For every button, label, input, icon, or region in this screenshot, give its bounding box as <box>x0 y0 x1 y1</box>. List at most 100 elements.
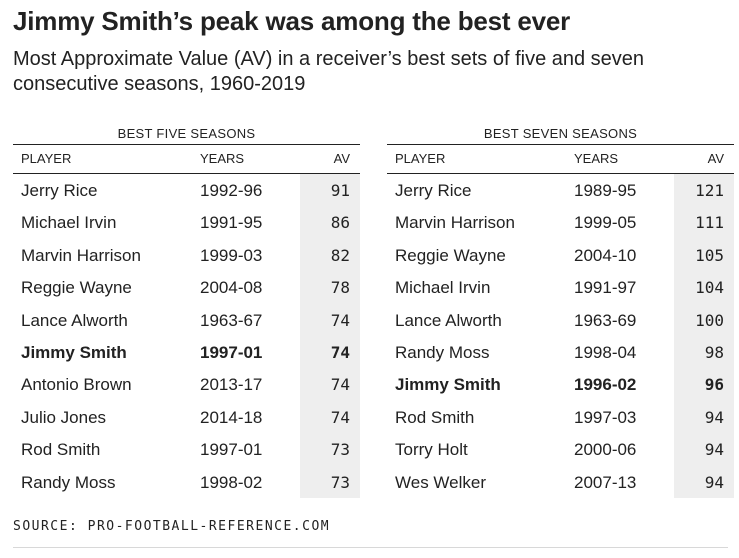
years-cell: 1998-02 <box>200 472 263 492</box>
years-cell: 1997-03 <box>574 407 637 427</box>
table-title: BEST FIVE SEASONS <box>117 126 256 141</box>
years-cell: 1996-02 <box>574 375 637 395</box>
table-row: Rod Smith 1997-03 94 <box>387 400 734 434</box>
years-cell: 1998-04 <box>574 342 637 362</box>
av-cell-background <box>300 271 360 304</box>
table-row: Michael Irvin 1991-97 104 <box>387 271 734 304</box>
player-cell: Jerry Rice <box>395 181 472 200</box>
years-cell: 1989-95 <box>574 181 637 200</box>
av-cell-background <box>300 303 360 336</box>
player-cell: Michael Irvin <box>21 213 117 233</box>
header-av: AV <box>707 151 724 166</box>
av-cell: 105 <box>695 245 724 265</box>
av-cell-background <box>674 174 734 207</box>
table-row: Jerry Rice 1992-96 91 <box>13 174 360 207</box>
table-title: BEST SEVEN SEASONS <box>483 126 638 141</box>
table-row: Randy Moss 1998-04 98 <box>387 335 734 369</box>
player-cell: Torry Holt <box>395 440 468 460</box>
av-cell-background <box>674 238 734 272</box>
chart-subtitle: Most Approximate Value (AV) in a receive… <box>13 48 645 95</box>
years-cell: 1963-67 <box>200 310 263 330</box>
table-row: Julio Jones 2014-18 74 <box>13 400 360 434</box>
table-row: Michael Irvin 1991-95 86 <box>13 206 360 239</box>
av-cell: 98 <box>704 342 724 362</box>
av-cell: 96 <box>704 375 724 395</box>
header-years: YEARS <box>200 151 245 166</box>
av-cell: 121 <box>695 181 724 200</box>
av-cell: 74 <box>330 375 350 395</box>
av-cell-background <box>300 238 360 272</box>
years-cell: 1999-05 <box>574 213 637 233</box>
years-cell: 1992-96 <box>200 181 263 200</box>
table-body: Jerry Rice 1989-95 121 Marvin Harrison 1999-… <box>387 174 734 498</box>
player-cell: Michael Irvin <box>395 278 491 298</box>
years-cell: 2013-17 <box>200 375 263 395</box>
table-row: Jerry Rice 1989-95 121 <box>387 174 734 207</box>
player-cell: Rod Smith <box>21 440 101 460</box>
av-cell: 111 <box>695 213 724 233</box>
av-cell-background <box>674 271 734 304</box>
av-cell-background <box>300 335 360 369</box>
table-row: Antonio Brown 2013-17 74 <box>13 368 360 401</box>
player-cell: Marvin Harrison <box>21 245 141 265</box>
bottom-divider <box>13 547 728 548</box>
av-cell-background <box>674 368 734 401</box>
av-cell-background <box>674 465 734 498</box>
av-cell: 78 <box>330 278 350 298</box>
table-row: Rod Smith 1997-01 73 <box>13 433 360 466</box>
player-cell: Wes Welker <box>395 472 487 492</box>
years-cell: 2000-06 <box>574 440 637 460</box>
player-cell: Lance Alworth <box>21 310 128 330</box>
av-cell: 94 <box>704 407 724 427</box>
years-cell: 1997-01 <box>200 440 263 460</box>
header-years: YEARS <box>574 151 619 166</box>
av-cell-background <box>674 303 734 336</box>
player-cell: Randy Moss <box>21 472 116 492</box>
table-row: Reggie Wayne 2004-10 105 <box>387 238 734 272</box>
av-cell: 74 <box>330 310 350 330</box>
years-cell: 2014-18 <box>200 407 263 427</box>
av-cell: 91 <box>330 181 350 200</box>
player-cell: Jerry Rice <box>21 181 98 200</box>
years-cell: 1999-03 <box>200 245 263 265</box>
av-cell-background <box>300 174 360 207</box>
av-cell: 94 <box>704 472 724 492</box>
av-cell: 94 <box>704 440 724 460</box>
table-best-seven: BEST SEVEN SEASONS PLAYER YEARS AV Jerry… <box>387 124 734 498</box>
player-cell: Reggie Wayne <box>395 245 506 265</box>
years-cell: 2004-10 <box>574 245 637 265</box>
table-best-five: BEST FIVE SEASONS PLAYER YEARS AV Jerry … <box>13 124 360 498</box>
av-cell-background <box>300 206 360 239</box>
av-cell-background <box>674 335 734 369</box>
player-cell: Jimmy Smith <box>395 375 501 395</box>
table-row: Wes Welker 2007-13 94 <box>387 465 734 498</box>
table-row: Marvin Harrison 1999-03 82 <box>13 238 360 272</box>
player-cell: Jimmy Smith <box>21 342 127 362</box>
av-cell: 73 <box>330 472 350 492</box>
table-row: Randy Moss 1998-02 73 <box>13 465 360 498</box>
av-cell: 86 <box>330 213 350 233</box>
av-cell: 82 <box>330 245 350 265</box>
table-header: PLAYER YEARS AV <box>13 144 360 174</box>
table-row: Lance Alworth 1963-67 74 <box>13 303 360 336</box>
av-cell-background <box>674 433 734 466</box>
table-row: Lance Alworth 1963-69 100 <box>387 303 734 336</box>
player-cell: Lance Alworth <box>395 310 502 330</box>
av-cell: 73 <box>330 440 350 460</box>
header-av: AV <box>333 151 350 166</box>
av-cell-background <box>300 433 360 466</box>
years-cell: 2007-13 <box>574 472 637 492</box>
table-row: Jimmy Smith 1997-01 74 <box>13 335 360 369</box>
table-row: Jimmy Smith 1996-02 96 <box>387 368 734 401</box>
table-row: Reggie Wayne 2004-08 78 <box>13 271 360 304</box>
av-cell-background <box>674 400 734 434</box>
years-cell: 1963-69 <box>574 310 637 330</box>
av-cell: 100 <box>695 310 724 330</box>
table-row: Marvin Harrison 1999-05 111 <box>387 206 734 239</box>
av-cell: 74 <box>330 342 350 362</box>
years-cell: 1997-01 <box>200 342 263 362</box>
player-cell: Antonio Brown <box>21 375 132 395</box>
av-cell-background <box>674 206 734 239</box>
years-cell: 1991-95 <box>200 213 263 233</box>
source-note: SOURCE: PRO-FOOTBALL-REFERENCE.COM <box>13 519 331 534</box>
